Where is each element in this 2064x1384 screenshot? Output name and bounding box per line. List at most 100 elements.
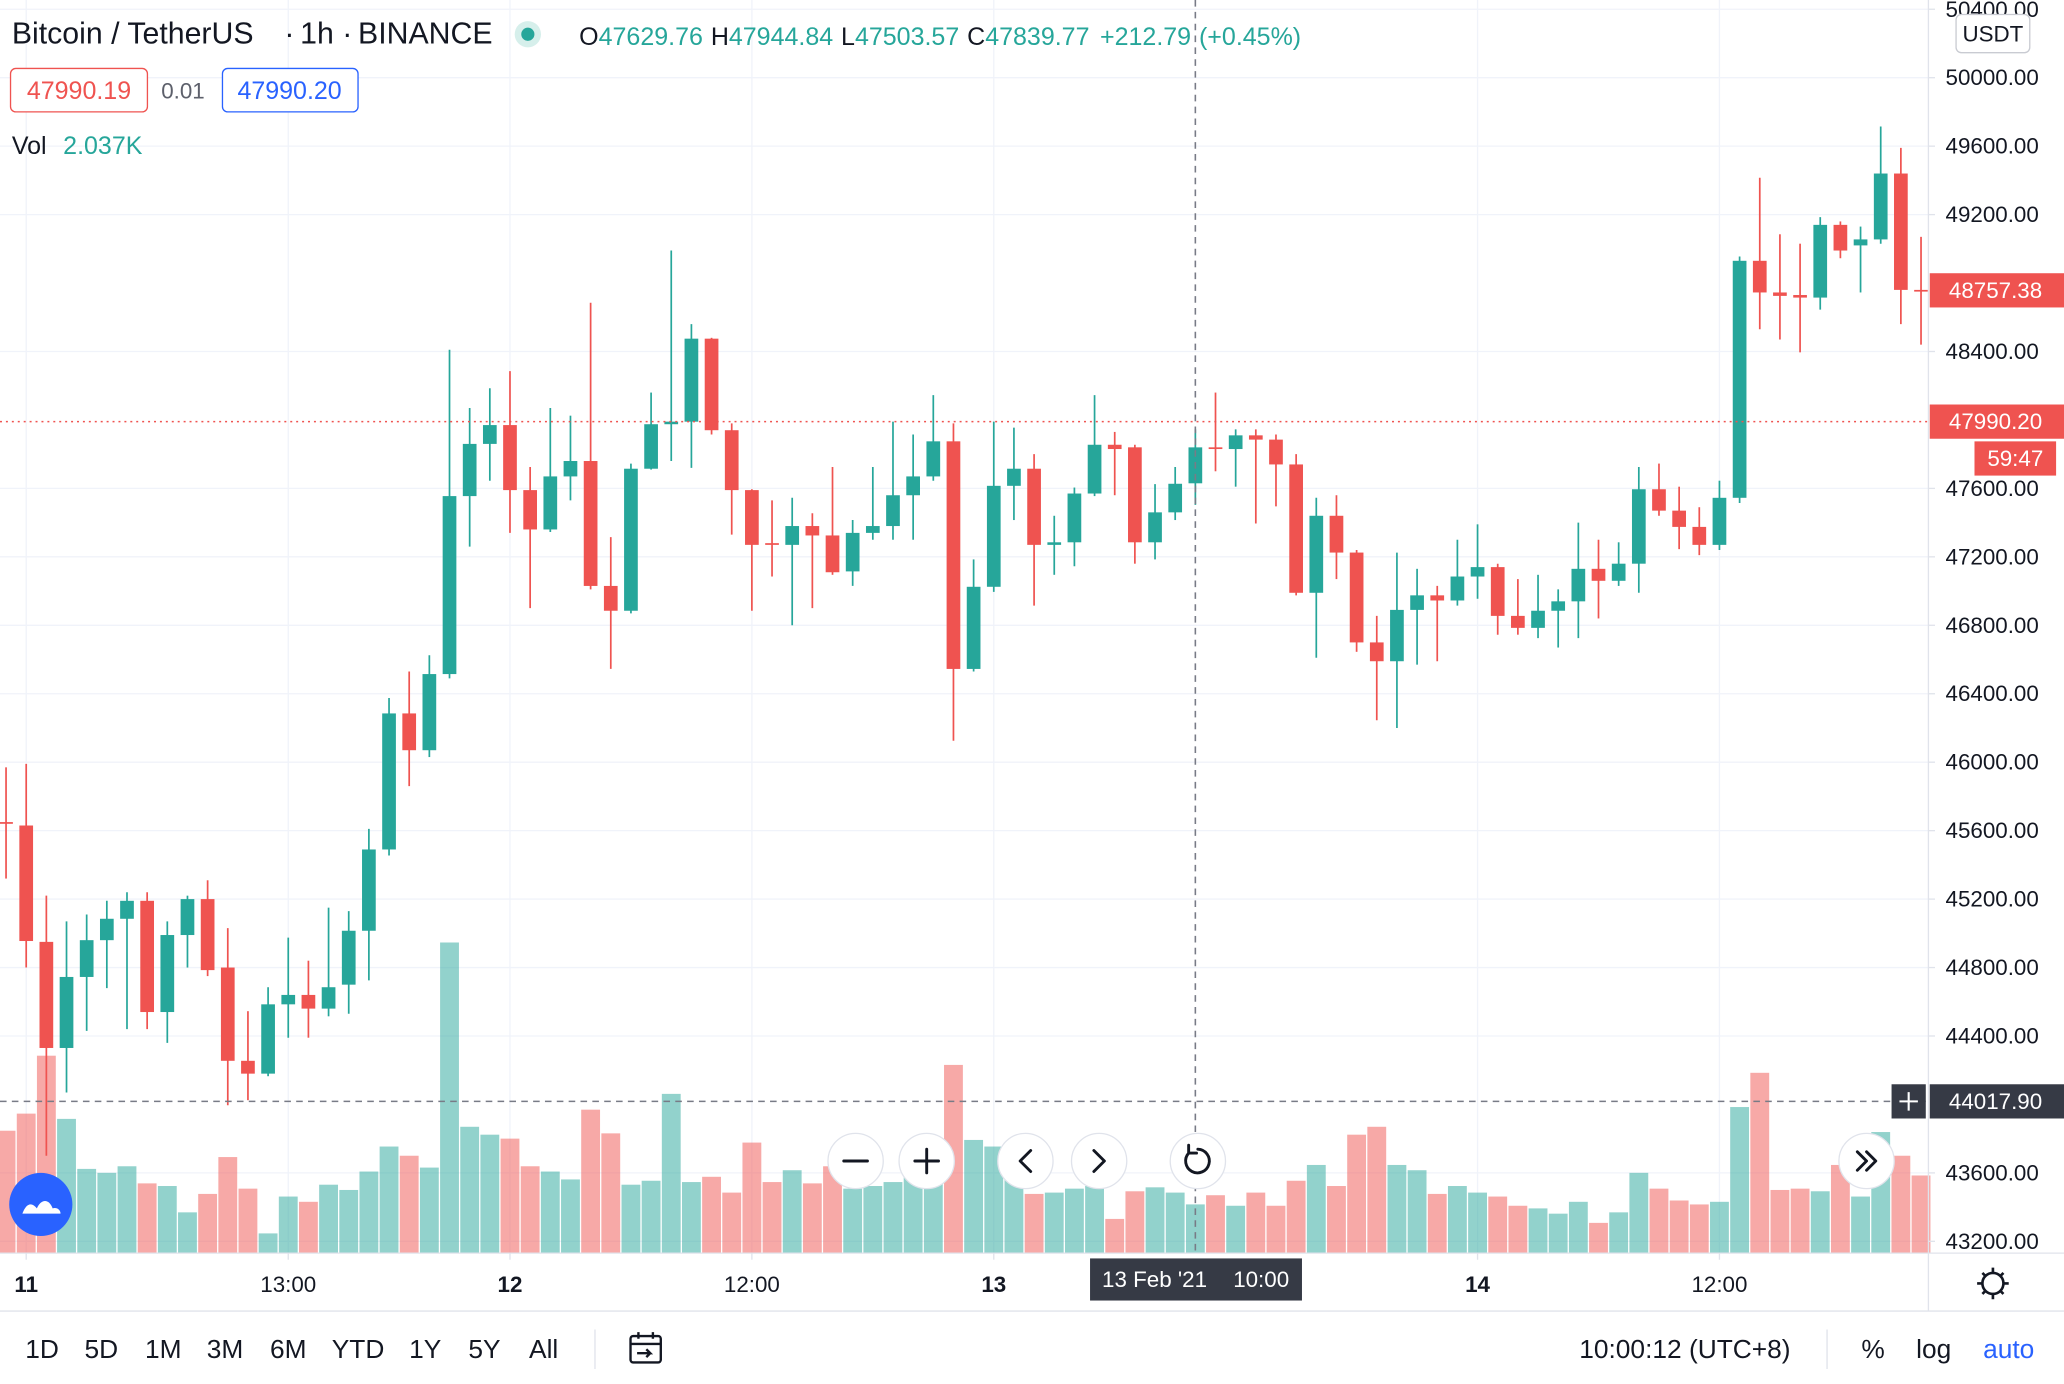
- bid-button[interactable]: [9, 67, 149, 113]
- reset-button[interactable]: [1169, 1132, 1227, 1190]
- candle-body: [603, 585, 618, 611]
- candle-body: [1148, 512, 1162, 543]
- volume-bar: [1407, 1170, 1427, 1254]
- volume-bar: [1528, 1208, 1548, 1254]
- candle-body: [1087, 444, 1102, 494]
- candle-body: [220, 967, 235, 1061]
- candle-body: [1208, 447, 1223, 450]
- zoom-in-button[interactable]: [898, 1132, 955, 1190]
- auto-toggle[interactable]: auto: [1983, 1334, 2034, 1364]
- volume-bar: [0, 1130, 16, 1254]
- volume-bar: [238, 1188, 258, 1254]
- volume-bar: [1548, 1213, 1568, 1254]
- ask-price: 47990.20: [237, 77, 341, 105]
- currency: USDT: [1962, 22, 2023, 47]
- candle-body: [59, 976, 74, 1048]
- volume-bar: [1165, 1192, 1185, 1254]
- candle-body: [79, 940, 94, 977]
- volume-bar: [561, 1179, 580, 1254]
- candle-body: [1128, 447, 1142, 543]
- period-button[interactable]: 6M: [270, 1334, 307, 1364]
- axes: 50400.0050000.0049600.0049200.0048400.00…: [0, 0, 2064, 1312]
- currency-box[interactable]: [1955, 13, 2031, 54]
- last-price-label: 48757.38: [1949, 278, 2042, 303]
- candle-body: [1712, 497, 1727, 545]
- period-button[interactable]: 3M: [207, 1334, 244, 1364]
- volume-bar: [278, 1196, 298, 1254]
- candle-body: [583, 461, 598, 586]
- crosshair-date-label: 13 Feb '21: [1102, 1267, 1207, 1292]
- candle-body: [482, 425, 497, 444]
- date-range-button[interactable]: [629, 1332, 662, 1364]
- candle-body: [99, 918, 114, 941]
- y-tick-label: 44800.00: [1946, 955, 2039, 980]
- candle-body: [1289, 464, 1303, 593]
- candle-body: [1611, 563, 1626, 581]
- y-tick-label: 46800.00: [1946, 613, 2039, 638]
- volume-bar: [1347, 1134, 1367, 1254]
- change: +212.79: [1100, 23, 1191, 51]
- period-button[interactable]: 1D: [25, 1334, 59, 1364]
- period-button[interactable]: 5Y: [468, 1334, 500, 1364]
- y-tick-label: 43200.00: [1946, 1229, 2039, 1254]
- candle-body: [180, 899, 195, 936]
- volume-bar: [1226, 1205, 1246, 1254]
- y-tick-label: 44400.00: [1946, 1023, 2039, 1048]
- volume-bar: [661, 1093, 681, 1254]
- candle-body: [805, 526, 820, 536]
- zoom-out-button[interactable]: [827, 1132, 884, 1190]
- last-price-tag: [1929, 273, 2064, 308]
- volume-bar: [1064, 1188, 1084, 1254]
- candle-body: [1228, 435, 1243, 450]
- candle-body: [160, 935, 175, 1013]
- volume-bar: [1468, 1192, 1487, 1254]
- volume-bar: [1689, 1204, 1709, 1254]
- toolbar: 10:00:12 (UTC+8) % log auto 1D 5D 1M 3M 6M YT…: [25, 1329, 2034, 1369]
- volume-bar: [1246, 1192, 1266, 1254]
- x-tick-label: 13:00: [260, 1272, 316, 1297]
- period-button[interactable]: YTD: [332, 1334, 385, 1364]
- y-tick-label: 46000.00: [1946, 750, 2039, 775]
- separator: ·: [342, 18, 352, 51]
- volume-bar: [1125, 1191, 1145, 1254]
- percent-toggle[interactable]: %: [1861, 1334, 1884, 1364]
- scroll-left-button[interactable]: [997, 1132, 1054, 1190]
- separator: ·: [284, 18, 294, 51]
- candle-body: [261, 1004, 275, 1074]
- volume-bar: [601, 1133, 621, 1254]
- crosshair-price-label: 44017.90: [1949, 1089, 2042, 1114]
- volume-bar: [1589, 1222, 1608, 1254]
- clock[interactable]: 10:00:12 (UTC+8): [1579, 1334, 1790, 1364]
- log-toggle[interactable]: log: [1916, 1334, 1951, 1364]
- volume-bar: [641, 1180, 661, 1254]
- candle-body: [1833, 224, 1848, 251]
- volume-bar: [1266, 1205, 1286, 1254]
- volume-bar: [298, 1201, 318, 1254]
- period-button[interactable]: 1M: [145, 1334, 182, 1364]
- period-button[interactable]: All: [529, 1334, 558, 1364]
- axis-settings[interactable]: [1977, 1267, 2009, 1300]
- volume-bar: [1387, 1164, 1407, 1254]
- candle-body: [1813, 224, 1828, 298]
- period-button[interactable]: 5D: [85, 1334, 119, 1364]
- volume-bar: [1206, 1195, 1225, 1254]
- volume-bar: [1185, 1204, 1205, 1254]
- candle-body: [1672, 510, 1686, 527]
- period-button[interactable]: 1Y: [409, 1334, 441, 1364]
- candle-body: [926, 441, 941, 477]
- o-value: 47629.76: [599, 23, 703, 51]
- volume-bar: [621, 1184, 641, 1254]
- candle-body: [1329, 515, 1344, 553]
- volume-bar: [1447, 1186, 1467, 1254]
- logo[interactable]: [9, 1172, 73, 1237]
- ask-button[interactable]: [221, 67, 359, 113]
- candle-body: [1773, 292, 1787, 296]
- y-tick-label: 45200.00: [1946, 887, 2039, 912]
- scroll-to-end-button[interactable]: [1838, 1132, 1895, 1190]
- symbol-title[interactable]: Bitcoin / TetherUS: [12, 18, 254, 51]
- candle-body: [1631, 489, 1646, 564]
- scroll-right-button[interactable]: [1070, 1132, 1128, 1190]
- candle-body: [1248, 435, 1263, 440]
- volume-bar: [883, 1182, 903, 1254]
- interval[interactable]: 1h: [300, 18, 334, 51]
